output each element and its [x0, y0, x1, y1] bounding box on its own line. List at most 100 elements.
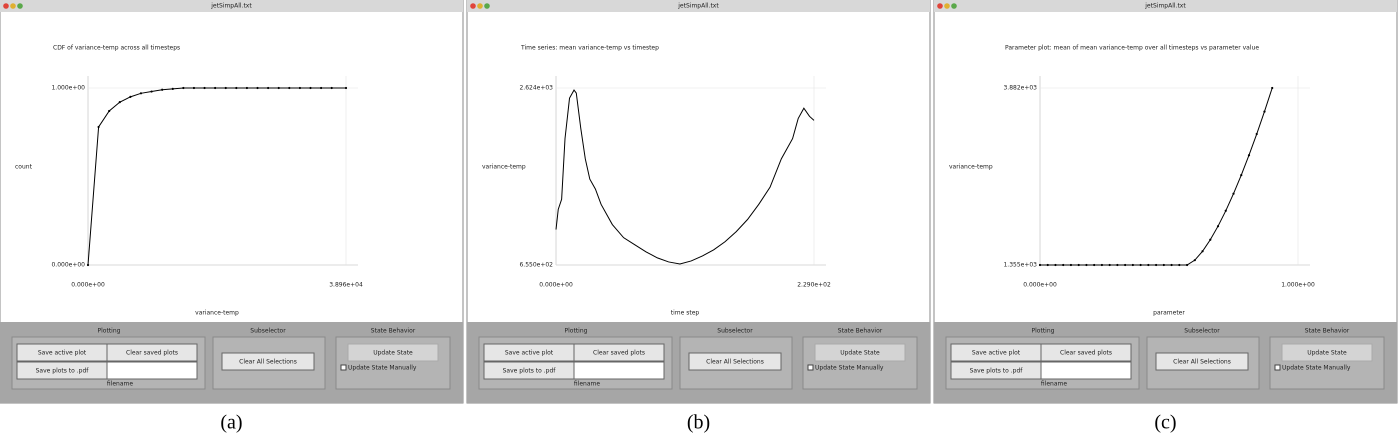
- x-axis-label: parameter: [1153, 310, 1185, 317]
- caption: (c): [1154, 412, 1176, 434]
- checkbox[interactable]: [1274, 364, 1281, 371]
- chart: Time series: mean variance-temp vs times…: [482, 45, 831, 317]
- window-control[interactable]: [937, 3, 943, 9]
- window-control[interactable]: [484, 3, 490, 9]
- data-point: [245, 86, 249, 90]
- x-tick-label: 0.000e+00: [71, 282, 105, 289]
- window-control[interactable]: [10, 3, 16, 9]
- caption: (b): [687, 412, 710, 434]
- clear-all-button[interactable]: [1155, 352, 1249, 371]
- data-point: [1116, 263, 1119, 267]
- data-point: [1155, 263, 1158, 267]
- data-point: [288, 86, 291, 90]
- data-point: [1170, 263, 1173, 267]
- panel-label: Plotting: [1032, 328, 1055, 335]
- data-point: [235, 86, 238, 90]
- window-control[interactable]: [951, 3, 957, 9]
- data-point: [1100, 263, 1104, 267]
- caption: (a): [220, 412, 242, 434]
- data-point: [1247, 154, 1251, 157]
- window-control[interactable]: [944, 3, 950, 9]
- panel-label: State Behavior: [1305, 328, 1350, 335]
- data-point: [1093, 263, 1096, 267]
- chart-title: CDF of variance-temp across all timestep…: [53, 45, 180, 52]
- checkbox[interactable]: [807, 364, 814, 371]
- clear-saved-button[interactable]: [106, 343, 198, 362]
- update-state-label: Update State: [1307, 350, 1347, 357]
- clear-saved-button[interactable]: [573, 343, 665, 362]
- data-point: [1147, 263, 1150, 267]
- data-point: [298, 86, 302, 90]
- data-point: [1193, 259, 1196, 262]
- title-bar: [934, 0, 1397, 12]
- y-axis-label: count: [15, 164, 33, 171]
- y-tick-label: 1.355e+03: [1003, 262, 1037, 269]
- data-point: [1240, 174, 1243, 177]
- save-active-button-label: Save active plot: [505, 350, 554, 357]
- checkbox-label: Update State Manually: [815, 365, 884, 372]
- checkbox[interactable]: [340, 364, 347, 371]
- data-point: [1069, 263, 1073, 267]
- clear-all-button[interactable]: [221, 352, 315, 371]
- data-point: [1038, 263, 1042, 267]
- clear-all-button[interactable]: [688, 352, 782, 371]
- data-point: [320, 86, 323, 90]
- save-pdf-button-label: Save plots to .pdf: [36, 368, 90, 375]
- window-title: jetSimpAll.txt: [1144, 3, 1186, 10]
- data-point: [1271, 86, 1274, 90]
- data-point: [1077, 263, 1080, 267]
- clear-saved-button-label: Clear saved plots: [126, 350, 178, 357]
- data-point: [1224, 209, 1227, 212]
- y-tick-label: 2.624e+03: [519, 85, 553, 92]
- x-tick-label: 0.000e+00: [539, 282, 573, 289]
- title-bar: [467, 0, 930, 12]
- panel-label: State Behavior: [371, 328, 416, 335]
- clear-all-button-label: Clear All Selections: [1173, 359, 1231, 366]
- data-point: [1085, 263, 1088, 267]
- title-bar: [0, 0, 463, 12]
- update-state-label: Update State: [840, 350, 880, 357]
- data-point: [182, 86, 185, 90]
- data-point: [1263, 110, 1266, 113]
- save-active-button-label: Save active plot: [38, 350, 87, 357]
- window-control[interactable]: [3, 3, 9, 9]
- data-point: [267, 86, 270, 90]
- panel-label: Plotting: [565, 328, 588, 335]
- data-point: [1178, 263, 1181, 267]
- data-point: [1046, 263, 1049, 267]
- window-control[interactable]: [17, 3, 23, 9]
- save-pdf-button-label: Save plots to .pdf: [970, 368, 1024, 375]
- panel-label: Subselector: [1184, 328, 1220, 335]
- x-axis-label: time step: [671, 310, 700, 317]
- data-point: [108, 109, 111, 113]
- data-point: [256, 86, 259, 90]
- data-point: [277, 86, 280, 90]
- data-point: [1162, 263, 1165, 267]
- update-state-button[interactable]: [347, 343, 439, 362]
- window-control[interactable]: [477, 3, 483, 9]
- clear-all-button-label: Clear All Selections: [706, 359, 764, 366]
- data-line: [555, 89, 815, 265]
- x-tick-label: 1.000e+00: [1281, 282, 1315, 289]
- filename-input[interactable]: [1040, 361, 1132, 380]
- data-point: [139, 92, 143, 95]
- update-state-button[interactable]: [814, 343, 906, 362]
- x-tick-label: 2.290e+02: [797, 282, 831, 289]
- data-point: [1201, 250, 1204, 253]
- panel-label: Plotting: [98, 328, 121, 335]
- window: jetSimpAll.txt Plotting Save active plot Cl…: [933, 0, 1398, 404]
- update-state-button[interactable]: [1281, 343, 1373, 362]
- checkbox-label: Update State Manually: [348, 365, 417, 372]
- data-point: [192, 86, 196, 90]
- data-point: [214, 86, 217, 90]
- y-axis-label: variance-temp: [482, 164, 526, 171]
- clear-saved-button[interactable]: [1040, 343, 1132, 362]
- filename-input[interactable]: [573, 361, 665, 380]
- x-tick-label: 0.000e+00: [1023, 282, 1057, 289]
- data-point: [203, 86, 206, 90]
- filename-label: filename: [107, 381, 133, 388]
- window-control[interactable]: [470, 3, 476, 9]
- clear-saved-button-label: Clear saved plots: [1060, 350, 1112, 357]
- filename-input[interactable]: [106, 361, 198, 380]
